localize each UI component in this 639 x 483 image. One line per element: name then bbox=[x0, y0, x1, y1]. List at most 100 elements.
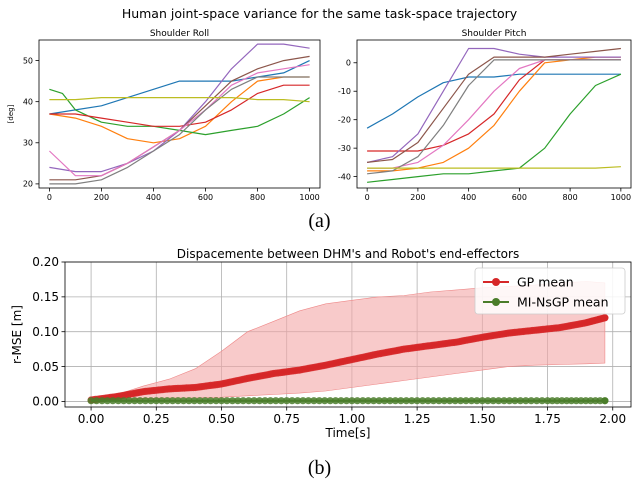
data-point bbox=[103, 397, 111, 405]
x-tick-label: 1.75 bbox=[534, 412, 561, 426]
y-tick-label: -30 bbox=[338, 144, 351, 153]
x-tick-label: 0 bbox=[47, 193, 52, 202]
data-point bbox=[245, 397, 253, 405]
figure-suptitle: Human joint-space variance for the same … bbox=[121, 6, 518, 21]
series-line bbox=[49, 60, 310, 115]
data-point bbox=[424, 397, 432, 405]
series-line bbox=[367, 59, 621, 175]
x-tick-label: 0.75 bbox=[273, 412, 300, 426]
plot-area bbox=[366, 47, 622, 183]
data-point bbox=[136, 397, 144, 405]
x-tick-label: 0.00 bbox=[78, 412, 105, 426]
data-point bbox=[522, 397, 530, 405]
data-point bbox=[505, 397, 514, 405]
axes-frame bbox=[64, 261, 632, 408]
legend-label: GP mean bbox=[517, 275, 574, 290]
y-tick-label: 0 bbox=[346, 59, 351, 68]
axes-frame bbox=[38, 39, 321, 189]
chart-shoulder-pitch: 0 200 400 600 800 1000 -40 -30 -20 -10 0 Shoulder P… bbox=[338, 29, 632, 202]
chart-title: Shoulder Roll bbox=[150, 29, 209, 39]
data-point bbox=[370, 397, 378, 405]
x-tick-label: 1.00 bbox=[339, 412, 366, 426]
data-point bbox=[179, 397, 188, 405]
data-point bbox=[283, 397, 291, 405]
data-point bbox=[500, 397, 508, 405]
y-tick-label: 20 bbox=[23, 180, 33, 189]
data-point bbox=[158, 397, 166, 405]
legend-label: MI-NsGP mean bbox=[517, 295, 609, 310]
caption-b: (b) bbox=[307, 457, 332, 479]
data-point bbox=[321, 397, 329, 405]
series-line bbox=[49, 76, 310, 185]
series-line bbox=[49, 88, 310, 136]
data-point bbox=[152, 397, 160, 405]
x-tick-label: 0.25 bbox=[143, 412, 170, 426]
data-point bbox=[332, 397, 340, 405]
data-point bbox=[429, 397, 437, 405]
data-point bbox=[169, 397, 177, 405]
data-point bbox=[484, 397, 492, 405]
data-point bbox=[601, 397, 609, 405]
data-point bbox=[489, 397, 497, 405]
x-tick-label: 400 bbox=[146, 193, 161, 202]
x-tick-label: 600 bbox=[198, 193, 213, 202]
data-point bbox=[147, 397, 155, 405]
data-point bbox=[315, 397, 323, 405]
data-point bbox=[131, 397, 139, 405]
x-tick-label: 400 bbox=[461, 193, 476, 202]
x-tick-label: 2.00 bbox=[599, 412, 626, 426]
data-point bbox=[174, 397, 182, 405]
data-point bbox=[413, 397, 421, 405]
y-tick-label: 0.00 bbox=[32, 395, 59, 409]
legend-marker bbox=[492, 298, 500, 306]
data-point bbox=[397, 397, 405, 405]
data-point bbox=[353, 397, 361, 405]
data-point bbox=[348, 397, 356, 405]
y-axis-label: r-MSE [m] bbox=[10, 305, 24, 364]
data-point bbox=[125, 397, 133, 405]
x-tick-label: 1.25 bbox=[404, 412, 431, 426]
data-point bbox=[304, 397, 312, 405]
data-point bbox=[207, 397, 215, 405]
data-point bbox=[310, 397, 318, 405]
series-line bbox=[367, 47, 621, 163]
data-point bbox=[294, 397, 302, 405]
data-point bbox=[234, 397, 242, 405]
data-point bbox=[141, 397, 149, 405]
data-point bbox=[538, 397, 546, 405]
series-line bbox=[49, 84, 310, 127]
data-point bbox=[255, 397, 264, 405]
data-point bbox=[299, 397, 307, 405]
data-point bbox=[288, 397, 296, 405]
data-point bbox=[380, 397, 389, 405]
data-point bbox=[342, 397, 351, 405]
y-tick-label: 40 bbox=[23, 97, 33, 106]
data-point bbox=[272, 397, 280, 405]
caption-a: (a) bbox=[308, 210, 331, 232]
x-tick-label: 800 bbox=[250, 193, 265, 202]
y-tick-label: 30 bbox=[23, 139, 33, 148]
x-tick-label: 1000 bbox=[611, 193, 631, 202]
series-line bbox=[366, 73, 621, 129]
chart-shoulder-roll: 0 200 400 600 800 1000 20 30 40 50 Shoulder Roll [d… bbox=[7, 29, 321, 202]
x-tick-label: 200 bbox=[410, 193, 425, 202]
data-point bbox=[98, 397, 106, 405]
data-point bbox=[364, 397, 372, 405]
data-point bbox=[511, 397, 519, 405]
data-point bbox=[446, 397, 454, 405]
y-tick-label: 0.20 bbox=[32, 255, 59, 269]
x-tick-label: 200 bbox=[94, 193, 109, 202]
data-point bbox=[408, 397, 416, 405]
data-point bbox=[212, 397, 220, 405]
legend-box bbox=[474, 267, 626, 315]
chart-title: Dispacemente between DHM's and Robot's e… bbox=[177, 247, 519, 261]
chart-title: Shoulder Pitch bbox=[462, 29, 527, 39]
data-point bbox=[516, 397, 525, 405]
data-point bbox=[495, 397, 503, 405]
data-point bbox=[92, 397, 101, 405]
data-point bbox=[109, 397, 117, 405]
legend-marker bbox=[492, 278, 500, 286]
y-tick-label: 0.05 bbox=[32, 360, 59, 374]
legend: GP mean MI-NsGP mean bbox=[474, 267, 626, 315]
x-tick-label: 800 bbox=[562, 193, 577, 202]
